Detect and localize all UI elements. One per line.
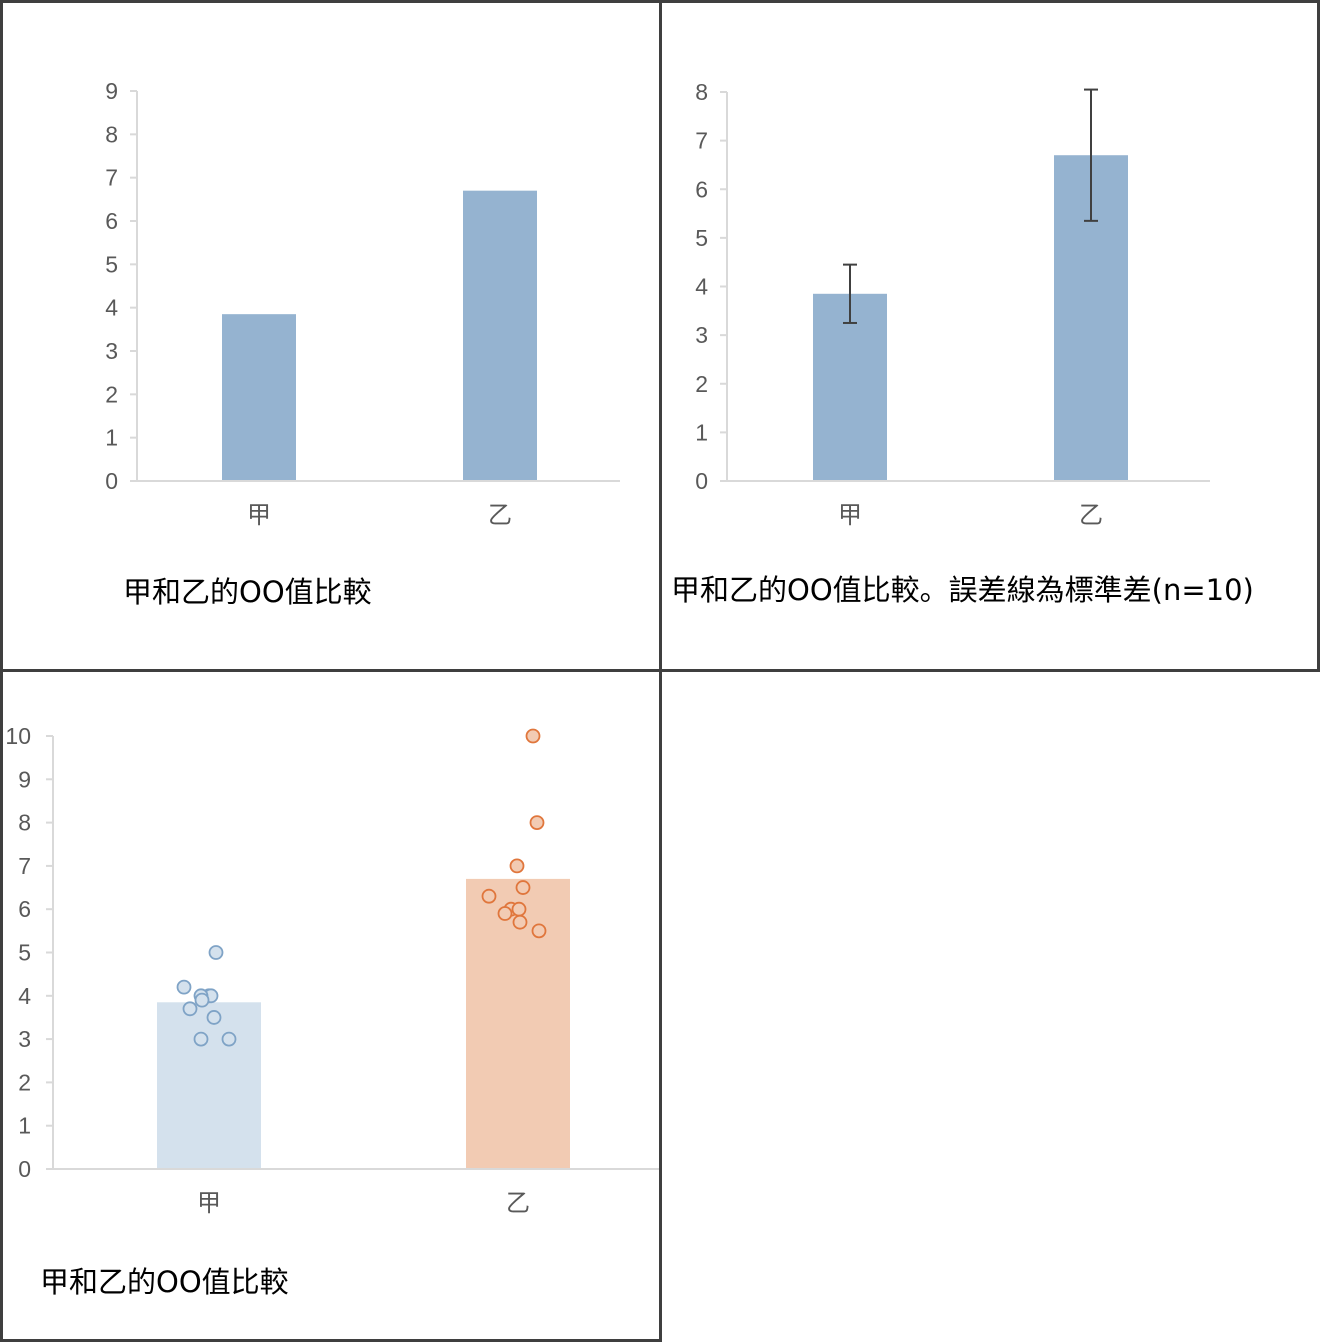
x-category-label: 乙 xyxy=(488,501,512,529)
chart-caption-2: 甲和乙的OO值比較。誤差線為標準差(n=10) xyxy=(671,573,1254,607)
data-point xyxy=(531,923,547,939)
y-tick-label: 9 xyxy=(105,78,118,104)
y-tick-label: 0 xyxy=(18,1156,31,1182)
y-tick-label: 1 xyxy=(18,1113,31,1139)
y-tick-label: 4 xyxy=(695,274,708,300)
bar-1 xyxy=(157,1002,261,1169)
chart-caption-3: 甲和乙的OO值比較 xyxy=(40,1265,289,1299)
chart-panel-3: 0 1 2 3 4 5 6 7 8 9 10 甲 乙 甲和乙的OO值比較 xyxy=(0,669,662,1342)
data-point xyxy=(194,992,210,1008)
y-tick-label: 4 xyxy=(105,295,118,321)
y-tick-label: 9 xyxy=(18,766,31,792)
y-tick-label: 7 xyxy=(105,165,118,191)
y-tick-label: 7 xyxy=(18,853,31,879)
y-tick-label: 6 xyxy=(695,176,708,202)
data-point xyxy=(525,728,541,744)
data-point xyxy=(512,914,528,930)
data-point xyxy=(481,888,497,904)
y-tick-label: 1 xyxy=(695,419,708,445)
data-point xyxy=(193,1031,209,1047)
x-category-label: 乙 xyxy=(1079,501,1103,529)
data-point xyxy=(509,858,525,874)
y-tick-label: 2 xyxy=(18,1069,31,1095)
bar-1 xyxy=(222,314,296,481)
data-point xyxy=(208,945,224,960)
data-point xyxy=(529,815,545,831)
y-tick-label: 0 xyxy=(695,468,708,494)
y-tick-label: 3 xyxy=(105,338,118,364)
y-tick-label: 3 xyxy=(18,1026,31,1052)
data-point xyxy=(206,1010,222,1025)
bar-chart-3: 0 1 2 3 4 5 6 7 8 9 10 甲 乙 xyxy=(5,723,659,1217)
y-tick-label: 5 xyxy=(695,225,708,251)
y-tick-label: 8 xyxy=(695,79,708,105)
x-category-label: 甲 xyxy=(838,501,862,529)
x-category-label: 乙 xyxy=(506,1189,530,1217)
bar-chart-1: 0 1 2 3 4 5 6 7 8 9 甲 乙 xyxy=(105,78,620,529)
y-tick-label: 2 xyxy=(695,371,708,397)
y-tick-label: 7 xyxy=(695,128,708,154)
y-tick-label: 8 xyxy=(18,810,31,836)
y-tick-label: 5 xyxy=(105,251,118,277)
y-tick-label: 3 xyxy=(695,322,708,348)
y-tick-label: 0 xyxy=(105,468,118,494)
data-point xyxy=(515,880,531,895)
data-point xyxy=(182,1001,198,1017)
bar-2 xyxy=(463,190,537,481)
data-point xyxy=(221,1031,237,1047)
y-tick-label: 1 xyxy=(105,425,118,451)
y-tick-label: 8 xyxy=(105,121,118,147)
y-tick-label: 10 xyxy=(5,723,31,749)
chart-caption-1: 甲和乙的OO值比較 xyxy=(123,575,372,609)
y-tick-label: 6 xyxy=(18,896,31,922)
x-category-label: 甲 xyxy=(247,501,271,529)
bar-1 xyxy=(813,293,887,481)
x-category-label: 甲 xyxy=(197,1189,221,1217)
bar-chart-2: 0 1 2 3 4 5 6 7 8 甲 乙 xyxy=(695,79,1210,529)
data-point xyxy=(497,906,513,921)
y-tick-label: 4 xyxy=(18,983,31,1009)
chart-panel-2: 0 1 2 3 4 5 6 7 8 甲 乙 甲和乙的OO值比較。誤差線為標準差(n=10) xyxy=(659,0,1320,672)
data-point xyxy=(511,901,527,917)
chart-panel-1: 0 1 2 3 4 5 6 7 8 9 甲 乙 甲和乙的OO值比較 xyxy=(0,0,662,672)
y-tick-label: 6 xyxy=(105,208,118,234)
data-point xyxy=(176,979,192,995)
y-tick-label: 2 xyxy=(105,381,118,407)
y-tick-label: 5 xyxy=(18,940,31,966)
